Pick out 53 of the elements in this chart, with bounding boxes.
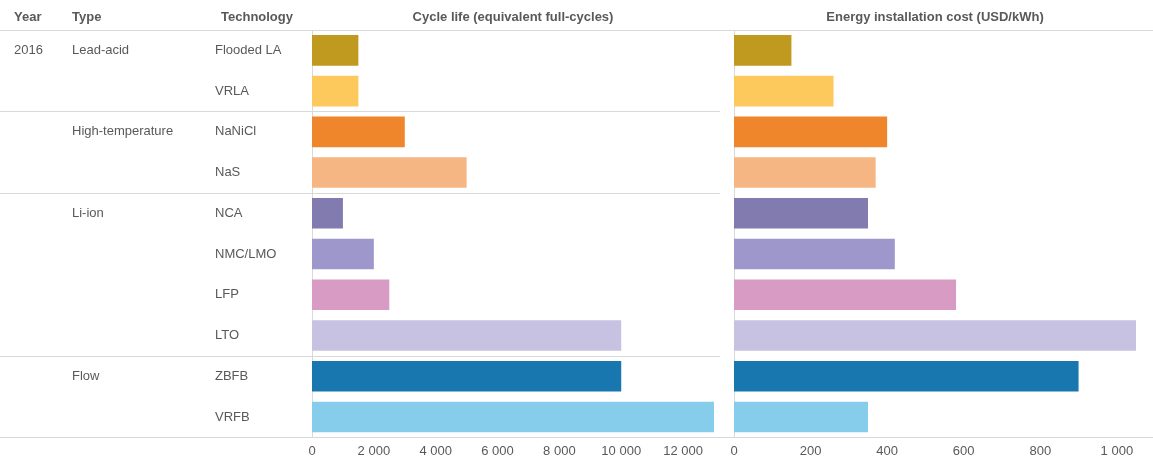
y-tick-label: NaS (215, 164, 241, 180)
x-tick-label: 200 (799, 442, 822, 458)
chart-title: Energy installation cost (USD/kWh) (826, 8, 1044, 24)
x-tick-label: 0 (730, 442, 738, 458)
bar (312, 361, 622, 392)
bar (734, 157, 876, 188)
bar (734, 198, 868, 229)
x-tick-label: 4 000 (419, 442, 452, 458)
chart-title: Cycle life (equivalent full-cycles) (412, 8, 614, 24)
text: Li-ion (72, 204, 104, 220)
bar (312, 75, 359, 107)
x-tick-label: 600 (952, 442, 975, 458)
x-tick-label: 2 000 (357, 442, 391, 458)
y-tick-label: NMC/LMO (215, 245, 277, 261)
bar (734, 116, 888, 148)
bar (734, 401, 868, 433)
bar (312, 401, 714, 433)
text: Year (14, 8, 42, 24)
bar (734, 320, 1136, 351)
x-tick-label: 10 000 (601, 442, 642, 458)
y-tick-label: NaNiCl (215, 123, 257, 139)
text: Type (72, 8, 102, 24)
bar (734, 279, 957, 311)
bar (734, 35, 792, 66)
y-tick-label: LFP (215, 286, 239, 302)
bar (312, 157, 467, 188)
bar (734, 238, 895, 270)
bar (734, 361, 1079, 392)
bar (312, 198, 343, 229)
bar (312, 35, 359, 66)
text: 2016 (14, 41, 43, 57)
bar (734, 75, 834, 107)
y-tick-label: Flooded LA (215, 41, 282, 57)
x-tick-label: 400 (876, 442, 898, 458)
text: High-temperature (72, 123, 174, 139)
y-tick-label: LTO (215, 327, 240, 343)
bar (312, 320, 622, 351)
x-tick-label: 1 000 (1100, 442, 1134, 458)
x-tick-label: 0 (308, 442, 316, 458)
bar (312, 116, 405, 148)
text: Lead-acid (72, 41, 130, 57)
x-tick-label: 8 000 (543, 442, 576, 458)
y-tick-label: ZBFB (215, 367, 249, 383)
text: Flow (72, 367, 101, 383)
x-tick-label: 800 (1029, 442, 1052, 458)
x-tick-label: 12 000 (663, 442, 703, 458)
bar (312, 238, 374, 270)
y-tick-label: VRFB (215, 408, 250, 424)
bar (312, 279, 390, 311)
y-tick-label: NCA (215, 204, 243, 220)
text: Technology (221, 8, 294, 24)
x-tick-label: 6 000 (481, 442, 514, 458)
y-tick-label: VRLA (215, 82, 250, 98)
